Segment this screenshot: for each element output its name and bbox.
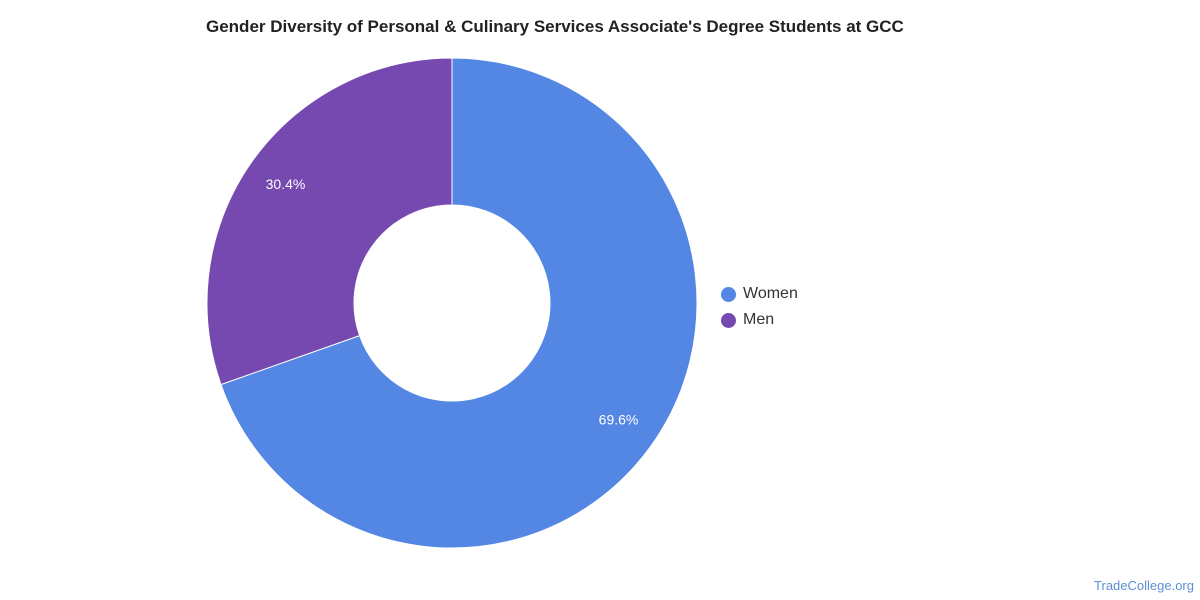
legend-swatch-women — [721, 286, 736, 302]
chart-title: Gender Diversity of Personal & Culinary … — [206, 17, 904, 36]
legend-label-women: Women — [743, 285, 798, 302]
donut-slice-women[interactable] — [220, 57, 698, 549]
legend-item-men[interactable]: Men — [721, 307, 798, 333]
source-link[interactable]: TradeCollege.org — [1094, 578, 1194, 593]
legend-swatch-men — [721, 312, 736, 328]
legend-item-women[interactable]: Women — [721, 281, 798, 307]
slice-label-women: 69.6% — [599, 412, 639, 428]
donut-slice-men[interactable] — [206, 57, 453, 386]
slice-label-men: 30.4% — [266, 176, 306, 192]
chart-legend: Women Men — [721, 281, 798, 333]
legend-label-men: Men — [743, 311, 775, 328]
